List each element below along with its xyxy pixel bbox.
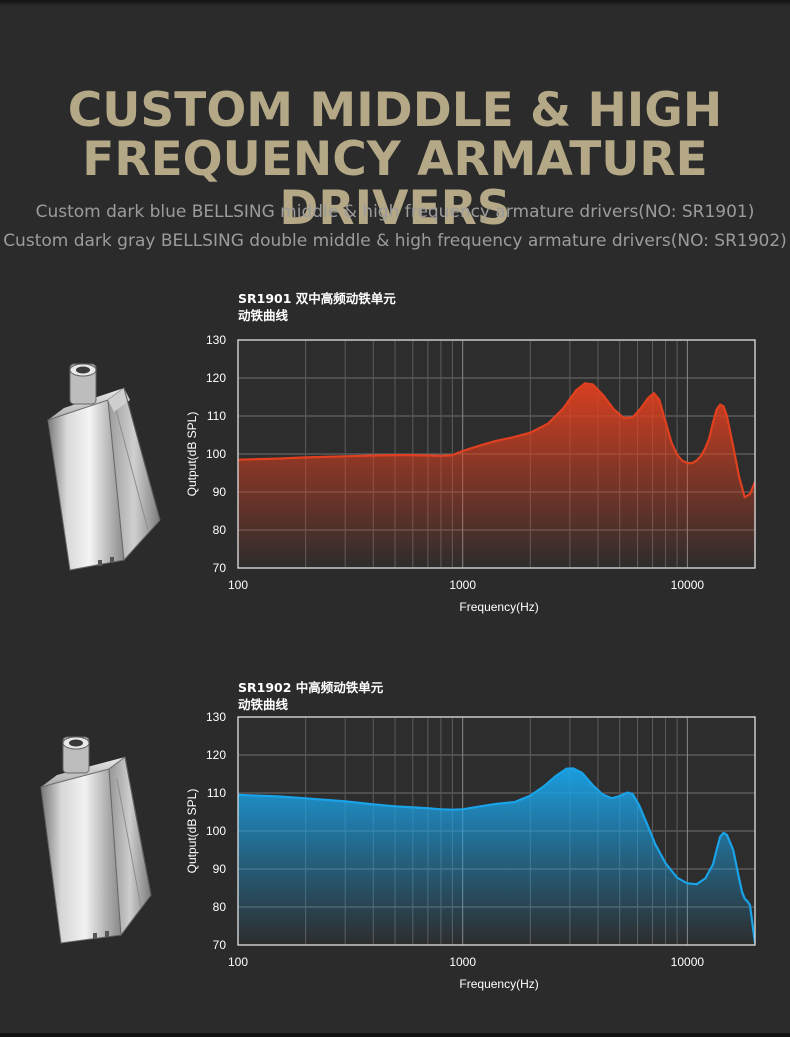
y-tick-label: 110 [207,409,226,423]
y-tick-label: 100 [206,824,226,838]
y-tick-label: 80 [213,523,227,537]
y-tick-label: 110 [207,786,226,800]
subtitle-sr1902: Custom dark gray BELLSING double middle … [3,231,787,251]
y-tick-label: 120 [206,371,226,385]
response-area-fill [238,768,755,945]
headline-line-1: CUSTOM MIDDLE & HIGH [67,83,723,138]
x-tick-label: 100 [228,955,248,969]
armature-driver-sr1902-image [40,736,152,944]
chart-1-subtitle-line: 动铁曲线 [238,308,289,323]
plot-frame [237,716,756,946]
y-axis-label: Qutput(dB SPL) [185,412,199,497]
bottom-bar [0,1033,790,1037]
x-axis-label: Frequency(Hz) [459,977,538,991]
page-headline: CUSTOM MIDDLE & HIGH FREQUENCY ARMATURE … [0,86,790,233]
y-tick-label: 90 [213,485,227,499]
chart-1-title-line: SR1901 双中高频动铁单元 [238,291,396,306]
y-tick-label: 90 [213,862,227,876]
x-tick-label: 1000 [449,955,476,969]
headline-line-2: FREQUENCY ARMATURE DRIVERS [82,132,708,236]
top-shadow-bar [0,0,790,6]
x-tick-label: 100 [228,578,248,592]
y-tick-label: 130 [206,710,226,724]
x-tick-label: 10000 [671,955,705,969]
y-tick-label: 80 [213,900,227,914]
armature-driver-sr1901-image [47,363,161,571]
subtitle-sr1901: Custom dark blue BELLSING middle & high … [35,202,755,222]
y-tick-label: 70 [213,561,227,575]
plot-frame [237,339,756,569]
response-area-fill [238,383,755,568]
chart-1-title: SR1901 双中高频动铁单元 动铁曲线 [238,290,396,324]
chart-2-title-line: SR1902 中高频动铁单元 [238,680,384,695]
x-axis-label: Frequency(Hz) [459,600,538,614]
response-curve-line [238,767,755,944]
chart-2-title: SR1902 中高频动铁单元 动铁曲线 [238,679,383,713]
x-tick-label: 1000 [449,578,476,592]
x-tick-label: 10000 [671,578,705,592]
y-tick-label: 100 [206,447,226,461]
chart-2-subtitle-line: 动铁曲线 [238,697,289,712]
y-tick-label: 70 [213,938,227,952]
y-tick-label: 130 [206,333,226,347]
y-axis-label: Qutput(dB SPL) [185,789,199,874]
response-curve-line [238,382,755,499]
y-tick-label: 120 [206,748,226,762]
